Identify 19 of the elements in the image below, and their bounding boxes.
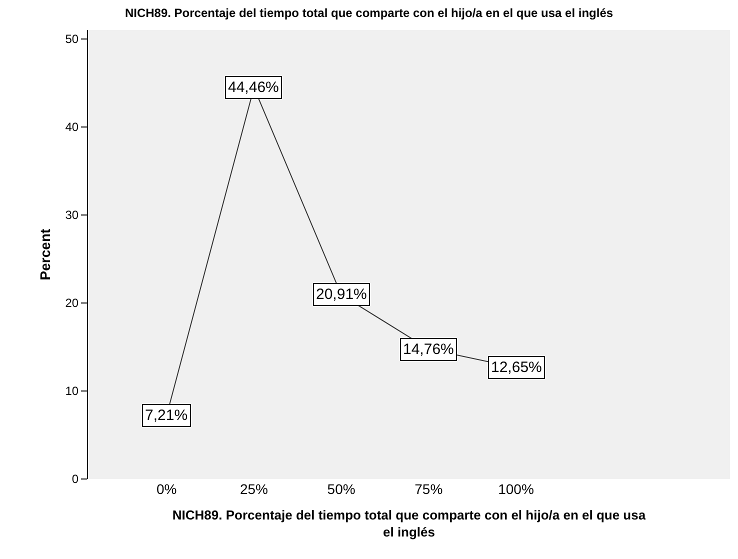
data-label: 20,91% <box>316 286 367 303</box>
x-axis-title: NICH89. Porcentaje del tiempo total que comparte con el hijo/a en el que usa el inglés <box>172 508 646 540</box>
x-tick-label: 50% <box>327 481 356 497</box>
data-label: 7,21% <box>145 407 188 424</box>
y-tick-label: 20 <box>65 296 79 310</box>
y-tick-label: 10 <box>65 384 79 398</box>
x-tick-label: 25% <box>240 481 268 497</box>
x-tick-label: 100% <box>498 481 534 497</box>
data-label: 44,46% <box>228 79 279 96</box>
y-tick-label: 40 <box>65 120 79 134</box>
chart-title: NICH89. Porcentaje del tiempo total que comparte con el hijo/a en el que usa el inglés <box>124 6 614 20</box>
x-tick-label: 75% <box>414 481 443 497</box>
y-tick-label: 50 <box>65 32 79 46</box>
y-tick-label: 0 <box>72 472 79 486</box>
x-tick-label: 0% <box>156 481 177 497</box>
y-axis-title: Percent <box>37 228 53 280</box>
data-label: 12,65% <box>491 359 542 376</box>
data-label: 14,76% <box>403 341 454 358</box>
y-tick-label: 30 <box>65 208 79 222</box>
